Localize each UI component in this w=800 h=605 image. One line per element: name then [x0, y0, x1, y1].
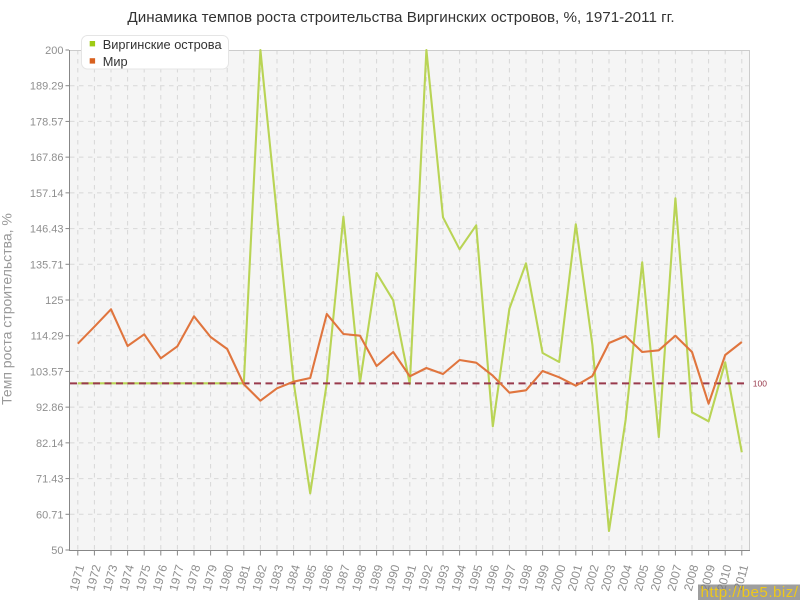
svg-text:Темп роста строительства, %: Темп роста строительства, % — [0, 213, 14, 405]
svg-text:92.86: 92.86 — [36, 402, 64, 414]
svg-text:1975: 1975 — [133, 563, 154, 593]
svg-text:50: 50 — [51, 545, 63, 557]
svg-text:Виргинские острова: Виргинские острова — [103, 37, 223, 52]
svg-text:1985: 1985 — [299, 563, 320, 593]
svg-text:135.71: 135.71 — [30, 259, 64, 271]
svg-text:71.43: 71.43 — [36, 474, 64, 486]
svg-text:2005: 2005 — [631, 563, 652, 593]
svg-text:1983: 1983 — [266, 563, 287, 593]
svg-text:100: 100 — [753, 378, 767, 388]
svg-text:157.14: 157.14 — [30, 188, 64, 200]
svg-text:1979: 1979 — [200, 563, 221, 593]
svg-text:2008: 2008 — [681, 563, 702, 593]
svg-text:1995: 1995 — [465, 563, 486, 593]
svg-text:2002: 2002 — [581, 563, 602, 593]
svg-text:1971: 1971 — [67, 563, 88, 593]
svg-text:1973: 1973 — [100, 563, 121, 593]
svg-text:1980: 1980 — [216, 563, 237, 593]
svg-text:1987: 1987 — [332, 563, 353, 593]
svg-text:167.86: 167.86 — [30, 152, 64, 164]
svg-text:114.29: 114.29 — [31, 331, 64, 343]
svg-text:2001: 2001 — [565, 563, 586, 593]
svg-text:178.57: 178.57 — [30, 116, 64, 128]
svg-text:1992: 1992 — [415, 563, 436, 593]
svg-text:1977: 1977 — [166, 563, 187, 593]
svg-text:1984: 1984 — [283, 563, 304, 593]
svg-text:1974: 1974 — [117, 563, 138, 593]
svg-text:2004: 2004 — [615, 563, 636, 593]
svg-text:2006: 2006 — [648, 563, 669, 593]
svg-text:82.14: 82.14 — [36, 438, 64, 450]
svg-text:http://be5.biz/: http://be5.biz/ — [701, 584, 799, 600]
svg-text:2000: 2000 — [548, 563, 569, 593]
svg-text:146.43: 146.43 — [30, 224, 64, 236]
svg-text:1997: 1997 — [498, 563, 519, 593]
svg-text:1981: 1981 — [233, 563, 254, 593]
svg-text:1976: 1976 — [150, 563, 171, 593]
svg-text:1996: 1996 — [482, 563, 503, 593]
svg-text:1998: 1998 — [515, 563, 536, 593]
svg-text:200: 200 — [45, 45, 63, 57]
svg-text:1978: 1978 — [183, 563, 204, 593]
svg-text:1991: 1991 — [399, 563, 420, 593]
svg-text:Динамика темпов роста строител: Динамика темпов роста строительства Вирг… — [127, 9, 674, 26]
svg-text:2007: 2007 — [664, 563, 685, 593]
svg-text:2003: 2003 — [598, 563, 619, 593]
svg-text:1994: 1994 — [449, 563, 470, 593]
svg-text:1993: 1993 — [432, 563, 453, 593]
svg-text:Мир: Мир — [103, 54, 128, 69]
svg-text:1972: 1972 — [83, 563, 104, 593]
svg-text:103.57: 103.57 — [30, 366, 64, 378]
svg-text:1986: 1986 — [316, 563, 337, 593]
svg-text:2011: 2011 — [731, 563, 751, 592]
svg-text:60.71: 60.71 — [36, 509, 64, 521]
svg-text:1988: 1988 — [349, 563, 370, 593]
svg-text:1999: 1999 — [532, 563, 553, 593]
svg-text:1989: 1989 — [366, 563, 387, 593]
svg-text:189.29: 189.29 — [30, 81, 64, 93]
svg-text:1982: 1982 — [249, 563, 270, 593]
svg-text:125: 125 — [45, 295, 63, 307]
svg-text:1990: 1990 — [382, 563, 403, 593]
